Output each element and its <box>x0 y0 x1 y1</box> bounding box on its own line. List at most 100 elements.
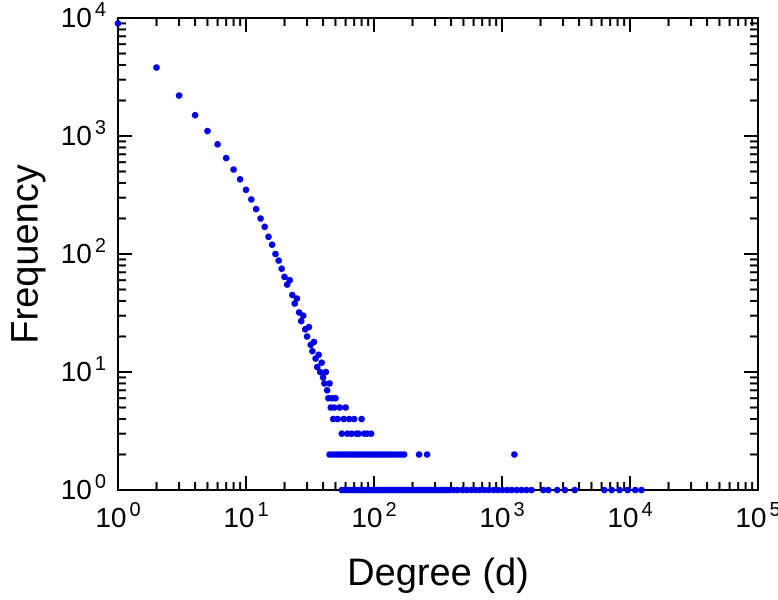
tick-base: 10 <box>351 502 383 533</box>
data-point <box>334 415 341 423</box>
data-point <box>318 359 326 367</box>
data-point <box>242 186 250 194</box>
data-point <box>571 486 578 494</box>
data-point <box>338 430 346 438</box>
data-point <box>236 176 244 183</box>
tick-base: 10 <box>735 502 767 533</box>
tick-exponent: 4 <box>641 499 653 521</box>
data-point <box>153 64 160 71</box>
tick-base: 10 <box>60 474 92 505</box>
data-point <box>299 312 307 320</box>
data-point <box>248 196 255 203</box>
data-point <box>601 486 608 494</box>
x-axis-title: Degree (d) <box>347 552 529 594</box>
y-tick-label: 10 2 <box>0 236 106 269</box>
tick-exponent: 2 <box>94 235 106 257</box>
data-point <box>476 486 484 494</box>
x-tick-label: 10 1 <box>223 500 268 533</box>
data-point <box>230 166 237 173</box>
data-point <box>454 486 461 494</box>
data-point <box>345 415 353 423</box>
data-point <box>355 430 363 438</box>
data-point <box>632 486 639 494</box>
data-point <box>175 92 183 99</box>
data-point <box>313 363 321 371</box>
tick-exponent: 0 <box>94 471 106 493</box>
tick-base: 10 <box>60 356 92 387</box>
tick-exponent: 0 <box>129 499 141 521</box>
tick-exponent: 1 <box>94 353 106 375</box>
data-point <box>553 486 561 494</box>
data-point <box>348 430 356 438</box>
data-point <box>358 415 365 423</box>
tick-base: 10 <box>479 502 511 533</box>
data-point <box>303 333 311 340</box>
plot-frame <box>117 17 759 491</box>
data-point <box>289 291 296 299</box>
data-point <box>332 394 339 402</box>
data-point <box>511 451 518 458</box>
data-point <box>322 368 330 376</box>
tick-exponent: 4 <box>94 0 106 21</box>
data-point <box>423 451 431 458</box>
data-point <box>281 273 288 281</box>
data-point <box>191 111 199 119</box>
data-point <box>214 141 221 148</box>
data-point <box>265 233 272 241</box>
x-tick-label: 10 5 <box>735 500 778 533</box>
data-point <box>494 486 502 494</box>
data-point <box>539 486 547 494</box>
data-point <box>508 486 515 494</box>
data-point <box>545 486 552 494</box>
data-point <box>400 451 408 458</box>
data-point <box>616 486 623 494</box>
tick-exponent: 2 <box>385 499 397 521</box>
tick-base: 10 <box>60 120 92 151</box>
data-point <box>340 415 348 423</box>
data-point <box>257 215 264 222</box>
data-point <box>114 20 122 27</box>
data-point <box>293 295 301 302</box>
data-point <box>326 380 333 387</box>
data-point <box>222 154 230 162</box>
data-point <box>518 486 525 494</box>
y-tick-label: 10 4 <box>0 0 106 33</box>
data-point <box>315 351 323 359</box>
tick-base: 10 <box>95 502 127 533</box>
data-point <box>513 486 520 494</box>
y-tick-label: 10 1 <box>0 354 106 387</box>
data-point <box>297 317 305 325</box>
data-point <box>275 257 283 264</box>
tick-base: 10 <box>60 2 92 33</box>
data-point <box>316 368 324 376</box>
data-point <box>268 241 276 248</box>
data-point <box>528 486 535 494</box>
tick-exponent: 5 <box>769 499 778 521</box>
y-tick-label: 10 0 <box>0 472 106 505</box>
data-point <box>204 127 211 135</box>
tick-exponent: 3 <box>513 499 525 521</box>
x-tick-label: 10 0 <box>95 500 140 533</box>
data-point <box>336 404 344 411</box>
data-point <box>331 404 338 411</box>
tick-exponent: 3 <box>94 117 106 139</box>
data-point <box>499 486 506 494</box>
data-point <box>261 223 269 231</box>
tick-base: 10 <box>223 502 255 533</box>
data-point <box>367 430 375 438</box>
tick-base: 10 <box>60 238 92 269</box>
data-point <box>350 415 358 423</box>
x-tick-label: 10 4 <box>607 500 652 533</box>
data-point <box>624 486 631 494</box>
data-point <box>561 486 569 494</box>
data-point <box>309 347 316 355</box>
data-point <box>321 380 328 387</box>
x-tick-label: 10 2 <box>351 500 396 533</box>
tick-exponent: 1 <box>257 499 269 521</box>
x-tick-label: 10 3 <box>479 500 524 533</box>
data-point <box>291 300 299 307</box>
data-point <box>286 276 294 284</box>
tick-base: 10 <box>607 502 639 533</box>
